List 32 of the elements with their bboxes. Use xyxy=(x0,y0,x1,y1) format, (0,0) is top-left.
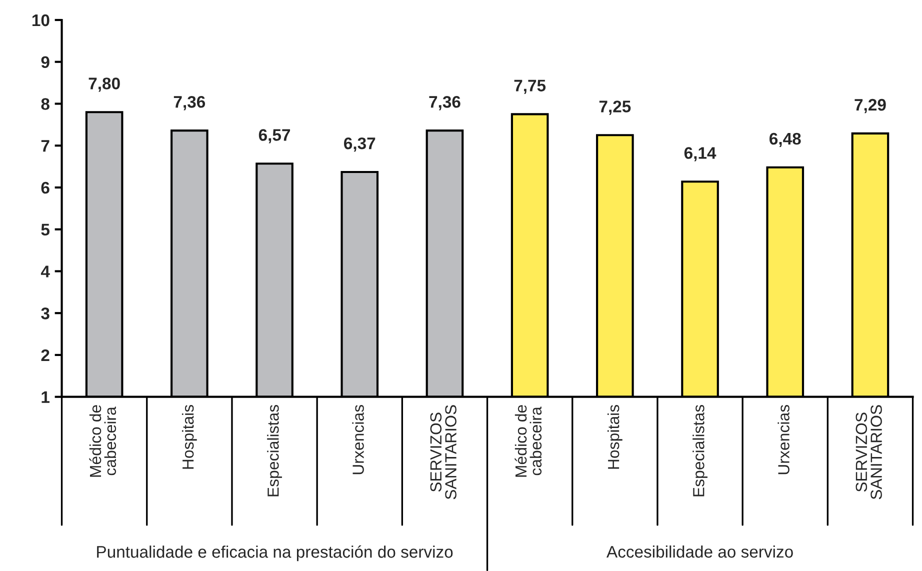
x-tick-label: Especialistas xyxy=(267,404,282,496)
y-tick-label: 9 xyxy=(41,56,50,68)
data-label: 7,25 xyxy=(599,100,631,115)
y-tick-label: 7 xyxy=(41,140,50,152)
y-tick-label: 1 xyxy=(42,391,50,403)
data-label: 6,14 xyxy=(684,147,716,162)
y-tick-label: 3 xyxy=(41,308,50,320)
y-tick-label: 10 xyxy=(32,14,50,26)
x-tick-label: Especialistas xyxy=(692,404,708,496)
y-tick-label: 8 xyxy=(41,98,50,110)
text: Puntualidade e eficacia na prestación do servizo xyxy=(97,545,453,562)
text: Accesibilidade ao servizo xyxy=(606,545,793,558)
y-tick-label: 6 xyxy=(41,182,50,194)
x-tick-label: Urxencias xyxy=(778,404,790,474)
x-tick-label: Hospitais xyxy=(182,404,197,469)
y-tick-label: 4 xyxy=(40,266,50,278)
x-tick-label: SERVIZOS SANITARIOS xyxy=(856,405,882,500)
x-tick-label: Urxencias xyxy=(352,404,364,474)
y-tick-label: 2 xyxy=(41,349,50,362)
x-tick-label: Médico de cabeceira xyxy=(514,405,542,477)
data-label: 7,80 xyxy=(88,78,120,92)
data-label: 7,29 xyxy=(854,98,886,114)
x-tick-label: Hospitais xyxy=(607,404,622,469)
data-label: 7,36 xyxy=(429,96,460,110)
x-tick-label: Médico de cabeceira xyxy=(89,405,116,477)
data-label: 6,57 xyxy=(258,129,290,144)
x-tick-label: SERVIZOS SANITARIOS xyxy=(430,405,456,500)
data-label: 6,48 xyxy=(770,132,801,148)
data-label: 6,37 xyxy=(344,137,376,152)
y-tick-label: 5 xyxy=(41,224,50,236)
data-label: 7,75 xyxy=(514,80,546,94)
data-label: 7,36 xyxy=(174,96,206,110)
